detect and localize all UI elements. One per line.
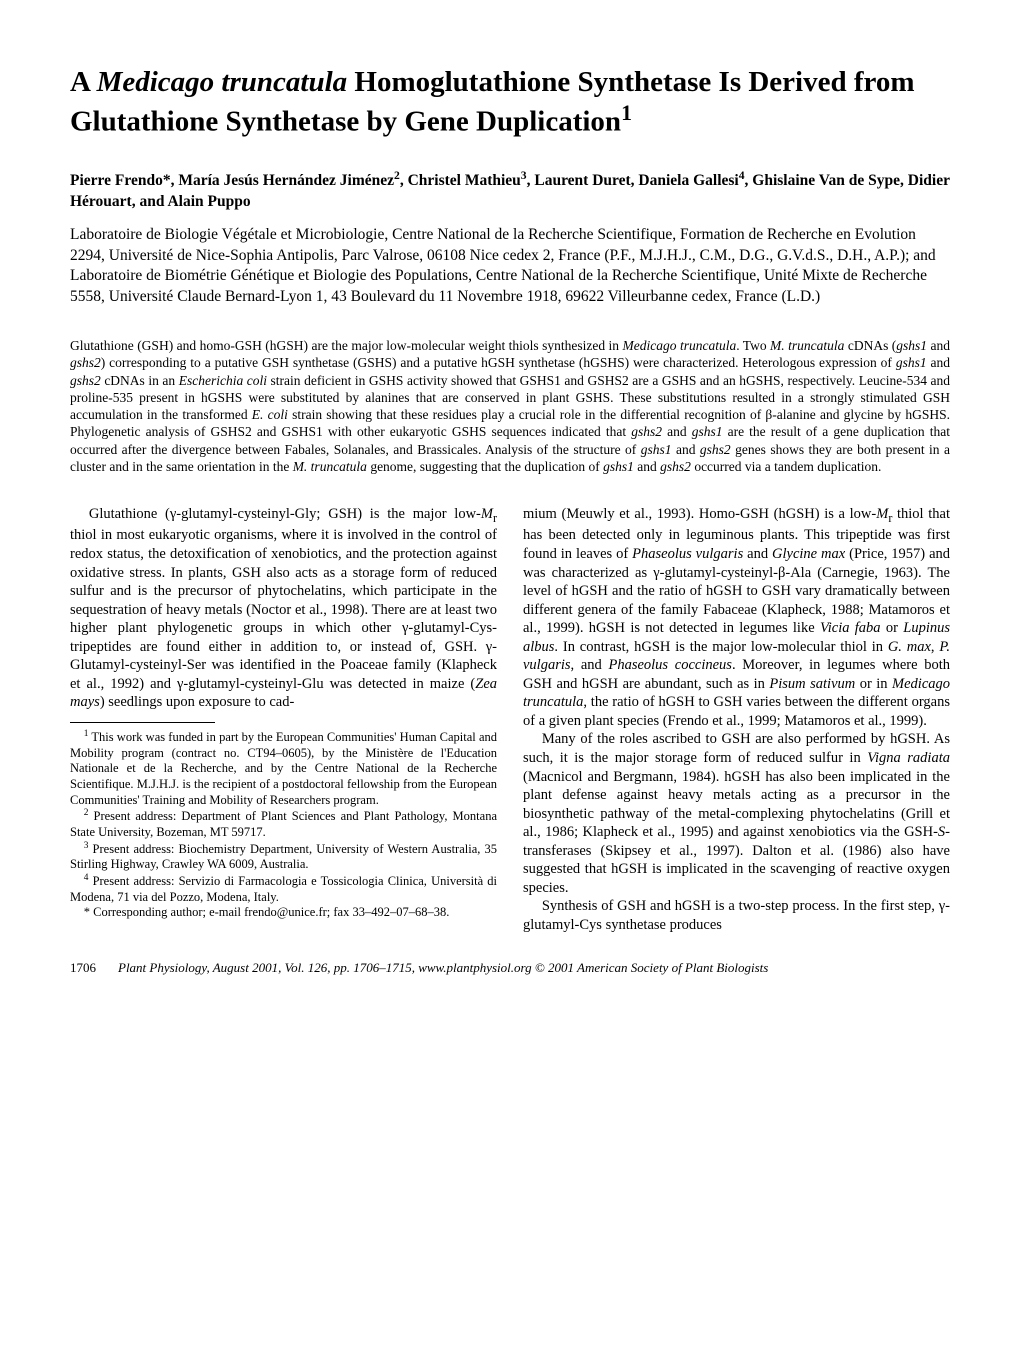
footnote-1: 1 This work was funded in part by the Eu… (70, 729, 497, 808)
abstract-block: Glutathione (GSH) and homo-GSH (hGSH) ar… (70, 337, 950, 475)
page-footer: 1706 Plant Physiology, August 2001, Vol.… (70, 960, 950, 976)
column-right: mium (Meuwly et al., 1993). Homo-GSH (hG… (523, 505, 950, 934)
page-number: 1706 (70, 960, 118, 976)
footnote-2: 2 Present address: Department of Plant S… (70, 808, 497, 840)
footer-citation: Plant Physiology, August 2001, Vol. 126,… (118, 960, 950, 976)
footnote-3: 3 Present address: Biochemistry Departme… (70, 841, 497, 873)
article-title: A Medicago truncatula Homoglutathione Sy… (70, 64, 950, 140)
footnotes-block: 1 This work was funded in part by the Eu… (70, 729, 497, 921)
body-paragraph: mium (Meuwly et al., 1993). Homo-GSH (hG… (523, 505, 950, 730)
footnote-corresponding: * Corresponding author; e-mail frendo@un… (70, 905, 497, 921)
column-left: Glutathione (γ-glutamyl-cysteinyl-Gly; G… (70, 505, 497, 934)
body-columns: Glutathione (γ-glutamyl-cysteinyl-Gly; G… (70, 505, 950, 934)
body-paragraph: Many of the roles ascribed to GSH are al… (523, 730, 950, 897)
affiliations-block: Laboratoire de Biologie Végétale et Micr… (70, 225, 950, 307)
page-root: A Medicago truncatula Homoglutathione Sy… (0, 0, 1020, 1006)
authors-line: Pierre Frendo*, María Jesús Hernández Ji… (70, 168, 950, 213)
body-paragraph: Glutathione (γ-glutamyl-cysteinyl-Gly; G… (70, 505, 497, 712)
footnote-4: 4 Present address: Servizio di Farmacolo… (70, 873, 497, 905)
body-paragraph: Synthesis of GSH and hGSH is a two-step … (523, 897, 950, 934)
footnote-rule (70, 722, 215, 723)
